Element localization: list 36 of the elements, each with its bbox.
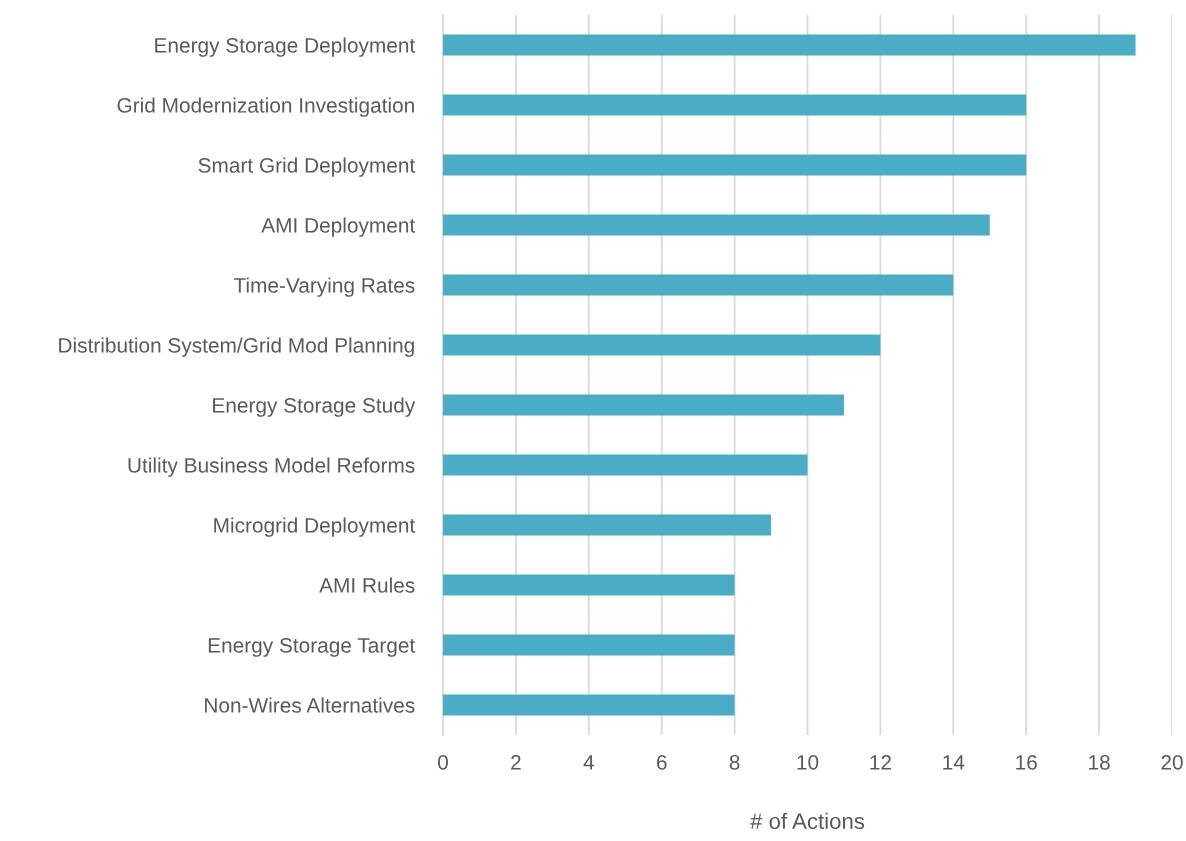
x-tick-label: 12 xyxy=(870,754,891,770)
x-tick-label: 16 xyxy=(1016,754,1037,770)
y-tick-label: Utility Business Model Reforms xyxy=(128,457,415,477)
bar xyxy=(443,214,990,236)
bar xyxy=(443,514,772,536)
bar xyxy=(443,154,1027,176)
y-tick-label: Microgrid Deployment xyxy=(214,517,416,537)
x-tick-label: 20 xyxy=(1161,754,1183,770)
y-tick-label: Smart Grid Deployment xyxy=(198,157,416,177)
bar xyxy=(443,274,954,296)
bar xyxy=(443,334,881,356)
x-tick-label: 8 xyxy=(729,754,740,770)
x-tick-label: 0 xyxy=(438,754,448,770)
bar xyxy=(443,694,735,716)
x-tick-label: 10 xyxy=(797,754,819,770)
y-tick-label: AMI Rules xyxy=(319,577,415,593)
y-tick-label: Time-Varying Rates xyxy=(233,277,415,297)
x-axis-title: # of Actions xyxy=(750,812,865,830)
bar xyxy=(443,454,808,476)
bar xyxy=(443,574,735,596)
bar xyxy=(443,94,1027,116)
x-tick-label: 18 xyxy=(1089,754,1110,770)
y-tick-label: Energy Storage Deployment xyxy=(155,37,416,57)
bar xyxy=(443,34,1136,56)
y-tick-label: Non-Wires Alternatives xyxy=(205,697,415,713)
y-tick-label: Energy Storage Target xyxy=(208,638,416,657)
bar xyxy=(443,634,735,656)
x-tick-label: 14 xyxy=(943,755,965,770)
bar xyxy=(443,394,844,416)
y-tick-label: AMI Deployment xyxy=(261,217,416,237)
x-tick-label: 2 xyxy=(511,754,521,770)
x-tick-label: 6 xyxy=(656,754,667,770)
x-tick-label: 4 xyxy=(583,755,594,770)
y-tick-label: Energy Storage Study xyxy=(213,397,416,417)
y-tick-label: Grid Modernization Investigation xyxy=(117,97,414,117)
y-tick-label: Distribution System/Grid Mod Planning xyxy=(59,337,414,357)
